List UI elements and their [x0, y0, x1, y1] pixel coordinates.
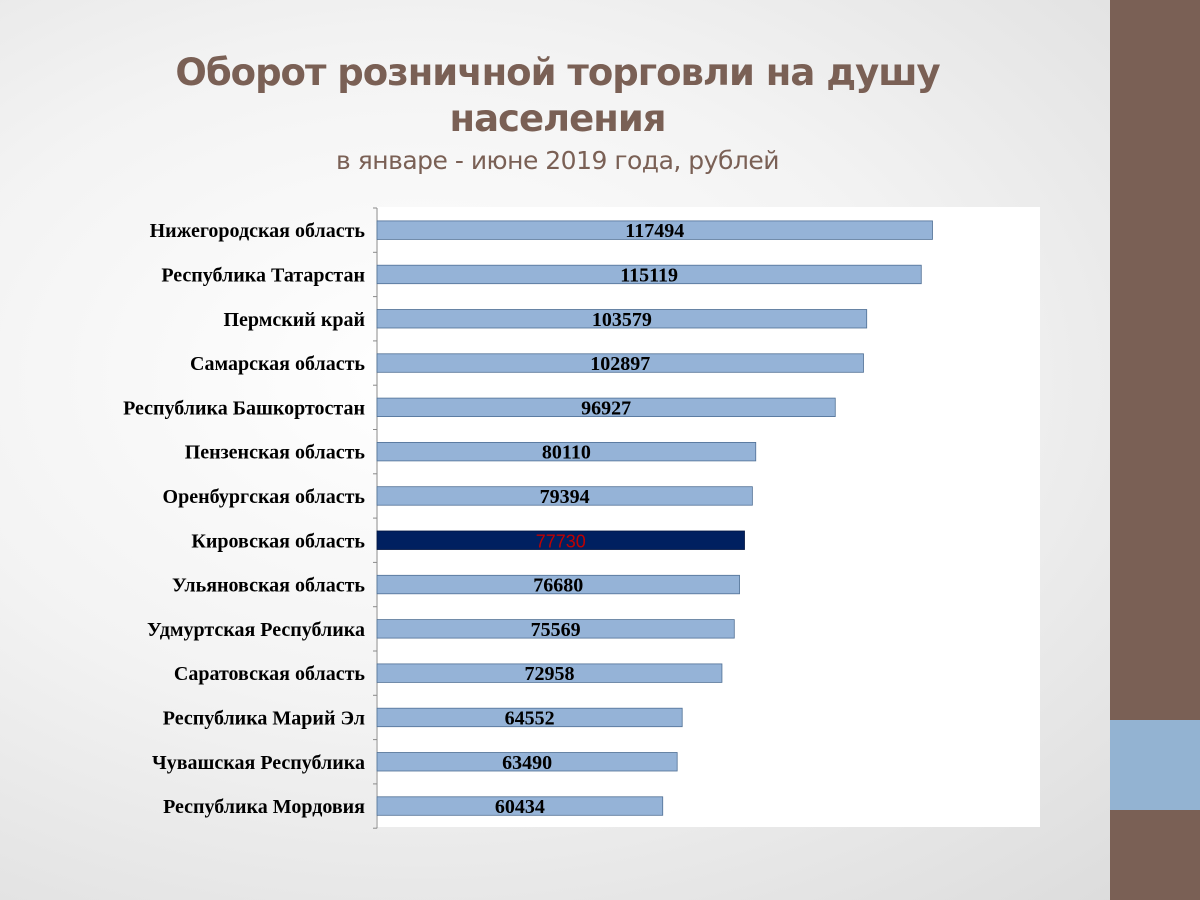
chart-subtitle: в январе - июне 2019 года, рублей [336, 146, 779, 175]
bar-5 [376, 397, 836, 418]
category-label: Удмуртская Республика [147, 619, 365, 641]
bar-11 [376, 663, 723, 683]
category-label: Нижегородская область [150, 220, 366, 242]
data-label: 103579 [592, 309, 652, 331]
category-label: Республика Башкортостан [123, 397, 365, 419]
category-label: Оренбургская область [163, 486, 366, 508]
data-label: 80110 [542, 442, 591, 464]
bar-3 [376, 309, 868, 329]
bar-9 [376, 574, 740, 595]
category-label: Самарская область [190, 353, 365, 375]
category-label: Республика Татарстан [161, 264, 365, 286]
data-label: 115119 [620, 264, 678, 286]
bar-8 [376, 530, 745, 550]
data-label: 64552 [505, 707, 555, 729]
category-label: Республика Мордовия [163, 796, 365, 818]
data-label: 60434 [495, 796, 545, 818]
bar-12 [376, 707, 683, 728]
data-label: 77730 [536, 531, 586, 551]
bar-14 [376, 796, 664, 816]
bar-13 [376, 752, 678, 772]
data-label: 72958 [524, 663, 574, 685]
category-label: Саратовская область [174, 663, 365, 685]
bar-10 [376, 619, 735, 639]
data-label: 76680 [533, 575, 583, 597]
category-label: Республика Марий Эл [163, 707, 365, 729]
category-label: Кировская область [191, 530, 365, 552]
data-label: 96927 [581, 397, 631, 419]
data-label: 75569 [531, 619, 581, 641]
data-label: 79394 [540, 486, 590, 508]
bar-1 [376, 220, 933, 240]
bar-chart: Нижегородская область 117494 Республика Та… [123, 207, 933, 829]
category-label: Пензенская область [185, 442, 366, 464]
side-decor-accent [1110, 720, 1200, 810]
chart-title: Оборот розничной торговли на душу населе… [175, 51, 940, 140]
category-label: Ульяновская область [172, 575, 365, 597]
data-label: 102897 [590, 353, 650, 375]
data-label: 63490 [502, 752, 552, 774]
category-label: Чувашская Республика [152, 752, 365, 774]
data-label: 117494 [625, 220, 684, 242]
bar-7 [376, 486, 753, 506]
bar-6 [376, 441, 757, 462]
bar-4 [376, 353, 864, 373]
bar-2 [376, 264, 922, 285]
category-label: Пермский край [224, 309, 366, 331]
